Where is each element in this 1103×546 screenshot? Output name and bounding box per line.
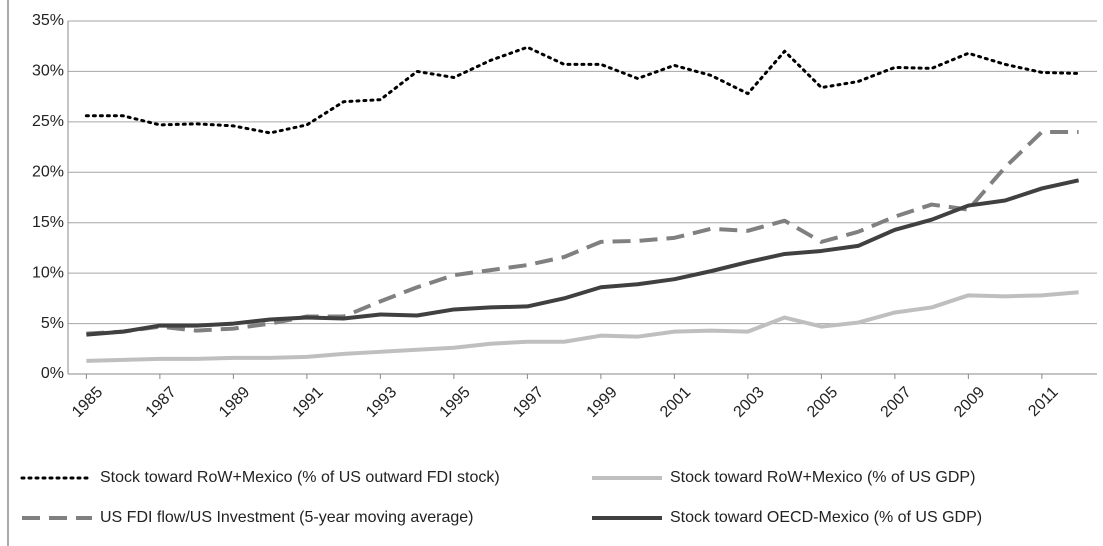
y-tick-label: 20%	[32, 164, 64, 181]
x-tick-label: 1999	[583, 384, 620, 421]
legend-item: Stock toward RoW+Mexico (% of US GDP)	[592, 469, 975, 486]
x-tick-label: 2009	[951, 384, 988, 421]
series-line	[86, 290, 1079, 363]
legend-label: US FDI flow/US Investment (5-year moving…	[100, 509, 473, 526]
x-tick-label: 2011	[1025, 384, 1061, 420]
y-tick-label: 15%	[32, 214, 64, 231]
x-tick-label: 1989	[216, 384, 253, 421]
x-tick-label: 1991	[289, 384, 326, 421]
x-tick-label: 2003	[730, 384, 767, 421]
x-tick-label: 1997	[510, 384, 547, 421]
y-tick-label: 35%	[32, 12, 64, 29]
x-tick-label: 1987	[142, 384, 179, 421]
y-tick-label: 30%	[32, 63, 64, 80]
legend-item: Stock toward RoW+Mexico (% of US outward…	[20, 469, 500, 486]
x-tick-label: 1985	[69, 384, 106, 421]
legend-label: Stock toward OECD-Mexico (% of US GDP)	[670, 509, 982, 526]
x-tick-label: 2007	[877, 384, 914, 421]
y-tick-label: 5%	[41, 315, 64, 332]
x-tick-label: 1993	[363, 384, 400, 421]
y-tick-label: 0%	[41, 365, 64, 382]
x-tick-label: 1995	[436, 384, 473, 421]
y-tick-label: 25%	[32, 113, 64, 130]
legend-label: Stock toward RoW+Mexico (% of US outward…	[100, 469, 500, 486]
legend-item: US FDI flow/US Investment (5-year moving…	[22, 509, 473, 526]
series-line	[86, 178, 1080, 337]
y-tick-label: 10%	[32, 264, 64, 281]
legend-label: Stock toward RoW+Mexico (% of US GDP)	[670, 469, 975, 486]
series-line	[84, 45, 1081, 135]
x-tick-label: 2001	[657, 384, 694, 421]
x-tick-label: 2005	[804, 384, 841, 421]
legend-item: Stock toward OECD-Mexico (% of US GDP)	[592, 509, 982, 526]
series-line	[86, 129, 1079, 336]
